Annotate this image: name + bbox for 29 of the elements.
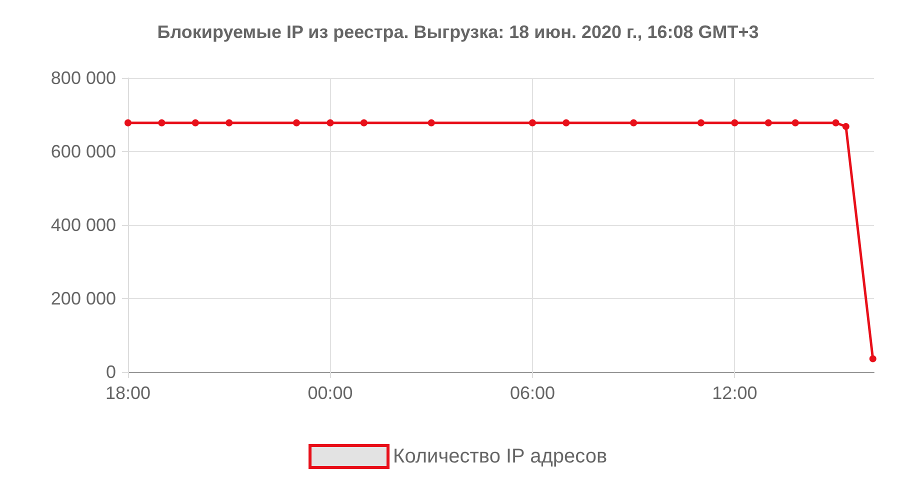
point: [832, 119, 840, 126]
x-tick-label: 06:00: [510, 383, 555, 403]
point: [428, 119, 435, 126]
point: [192, 119, 199, 126]
y-tick-label: 600 000: [50, 142, 116, 162]
point: [764, 119, 772, 126]
x-tick-label: 18:00: [105, 383, 151, 403]
chart-title: Блокируемые IP из реестра. Выгрузка: 18 июн. 2020 г., 16:08 GMT+3: [157, 22, 759, 42]
point: [326, 119, 334, 126]
point: [792, 119, 799, 126]
legend-label: Количество IP адресов: [393, 446, 608, 468]
point: [360, 119, 368, 126]
point: [293, 119, 300, 126]
y-tick-label: 400 000: [50, 215, 116, 235]
x-tick-label: 00:00: [308, 383, 353, 403]
point: [630, 119, 638, 126]
y-tick-label: 200 000: [50, 288, 116, 308]
point: [158, 119, 166, 126]
point: [697, 119, 704, 126]
point: [731, 119, 738, 126]
y-tick-label: 800 000: [50, 68, 116, 88]
point: [528, 119, 536, 126]
point: [869, 355, 876, 362]
point: [842, 123, 850, 130]
point: [562, 119, 570, 126]
point: [124, 119, 132, 126]
x-tick-label: 12:00: [712, 383, 758, 403]
point: [226, 119, 233, 126]
y-tick-label: 0: [106, 362, 116, 382]
